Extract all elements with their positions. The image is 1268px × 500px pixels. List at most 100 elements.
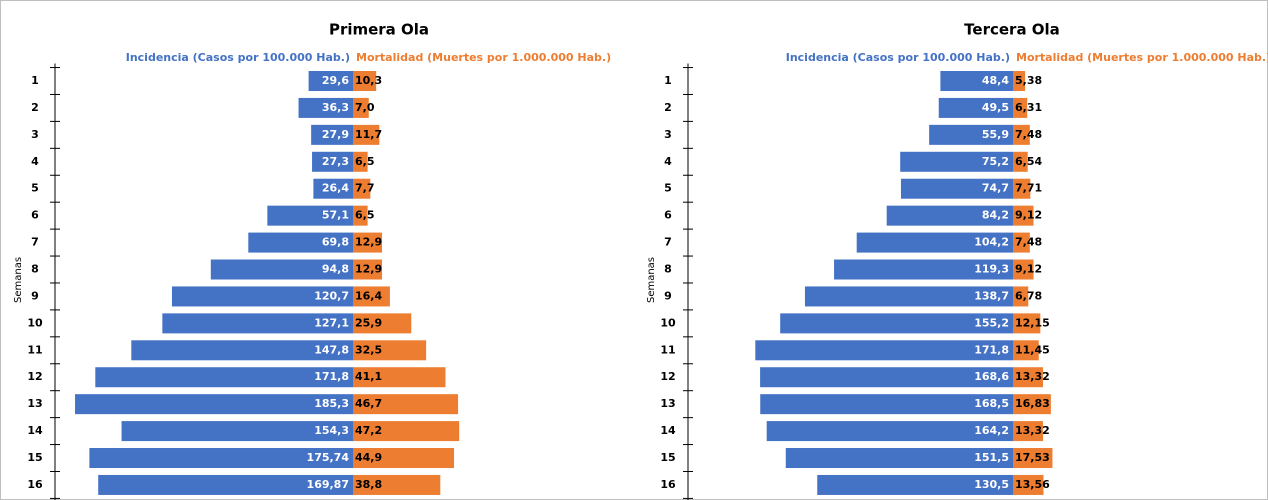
y-tick-label: 1 <box>31 74 39 87</box>
bar <box>353 421 460 442</box>
y-tick-label: 4 <box>31 155 39 168</box>
data-label: 7,48 <box>1015 236 1042 249</box>
bar <box>760 394 1013 415</box>
data-label: 175,74 <box>307 451 350 464</box>
chart-title: Tercera Ola <box>964 21 1060 39</box>
bar <box>1013 421 1043 442</box>
bar <box>353 124 380 145</box>
data-label: 94,8 <box>322 263 349 276</box>
y-tick-label: 9 <box>664 289 672 302</box>
bar <box>929 124 1013 145</box>
data-label: 11,45 <box>1015 343 1050 356</box>
y-tick-label: 7 <box>31 236 39 249</box>
data-label: 13,32 <box>1015 370 1050 383</box>
bar <box>817 474 1013 495</box>
y-tick-label: 11 <box>27 343 42 356</box>
data-label: 12,9 <box>355 263 382 276</box>
data-label: 11,7 <box>355 128 382 141</box>
data-label: 168,6 <box>974 370 1009 383</box>
data-label: 6,5 <box>355 155 375 168</box>
y-tick-label: 3 <box>664 128 672 141</box>
y-tick-label: 12 <box>660 370 675 383</box>
bar <box>162 313 353 334</box>
bar <box>95 367 354 388</box>
y-tick-label: 11 <box>660 343 675 356</box>
y-tick-label: 7 <box>664 236 672 249</box>
bar <box>834 259 1013 280</box>
y-tick-label: 8 <box>664 263 672 276</box>
y-tick-label: 9 <box>31 289 39 302</box>
bar <box>755 340 1013 361</box>
legend-label: Incidencia (Casos por 100.000 Hab.) <box>786 51 1010 64</box>
data-label: 127,1 <box>314 316 349 329</box>
bar <box>1013 71 1026 91</box>
bar <box>298 97 353 118</box>
data-label: 5,38 <box>1015 74 1042 87</box>
data-label: 119,3 <box>974 263 1009 276</box>
data-label: 185,3 <box>314 397 349 410</box>
bar <box>1013 448 1053 469</box>
data-label: 138,7 <box>974 289 1009 302</box>
y-tick-label: 6 <box>664 209 672 222</box>
bar <box>353 232 383 253</box>
bar <box>900 151 1013 172</box>
bar <box>248 232 353 253</box>
data-label: 12,15 <box>1015 316 1050 329</box>
bar <box>210 259 353 280</box>
data-label: 12,9 <box>355 236 382 249</box>
bar <box>1013 313 1041 334</box>
data-label: 25,9 <box>355 316 382 329</box>
bar <box>856 232 1013 253</box>
bar <box>760 367 1013 388</box>
bar <box>267 205 353 226</box>
data-label: 6,31 <box>1015 101 1042 114</box>
data-label: 130,5 <box>974 478 1009 491</box>
bar <box>1013 205 1034 226</box>
data-label: 49,5 <box>982 101 1009 114</box>
y-tick-label: 16 <box>660 478 676 491</box>
bar <box>353 448 455 469</box>
bar <box>780 313 1013 334</box>
y-tick-label: 13 <box>660 397 675 410</box>
data-label: 9,12 <box>1015 209 1042 222</box>
data-label: 55,9 <box>982 128 1009 141</box>
bar <box>171 286 353 307</box>
data-label: 13,32 <box>1015 424 1050 437</box>
bar <box>886 205 1013 226</box>
data-label: 155,2 <box>974 316 1009 329</box>
bar <box>131 340 353 361</box>
y-tick-label: 3 <box>31 128 39 141</box>
bar <box>900 178 1013 199</box>
y-tick-label: 2 <box>664 101 672 114</box>
y-axis-title: Semanas <box>646 257 657 303</box>
bar <box>1013 394 1051 415</box>
data-label: 9,12 <box>1015 263 1042 276</box>
y-tick-label: 15 <box>27 451 42 464</box>
data-label: 171,8 <box>314 370 349 383</box>
data-label: 32,5 <box>355 343 382 356</box>
y-tick-label: 5 <box>31 182 39 195</box>
bar <box>311 124 353 145</box>
data-label: 44,9 <box>355 451 382 464</box>
data-label: 147,8 <box>314 343 349 356</box>
data-label: 151,5 <box>974 451 1009 464</box>
bar <box>766 421 1013 442</box>
y-tick-label: 5 <box>664 182 672 195</box>
y-tick-label: 10 <box>27 316 43 329</box>
data-label: 26,4 <box>322 182 349 195</box>
data-label: 69,8 <box>322 236 349 249</box>
bar <box>353 178 371 199</box>
data-label: 38,8 <box>355 478 382 491</box>
data-label: 7,7 <box>355 182 375 195</box>
data-label: 169,87 <box>307 478 349 491</box>
bar <box>804 286 1013 307</box>
data-label: 16,4 <box>355 289 382 302</box>
bar <box>353 71 377 91</box>
data-label: 6,54 <box>1015 155 1042 168</box>
data-label: 84,2 <box>982 209 1009 222</box>
data-label: 7,0 <box>355 101 375 114</box>
legend-label: Mortalidad (Muertes por 1.000.000 Hab.) <box>1016 51 1268 64</box>
data-label: 10,3 <box>355 74 382 87</box>
